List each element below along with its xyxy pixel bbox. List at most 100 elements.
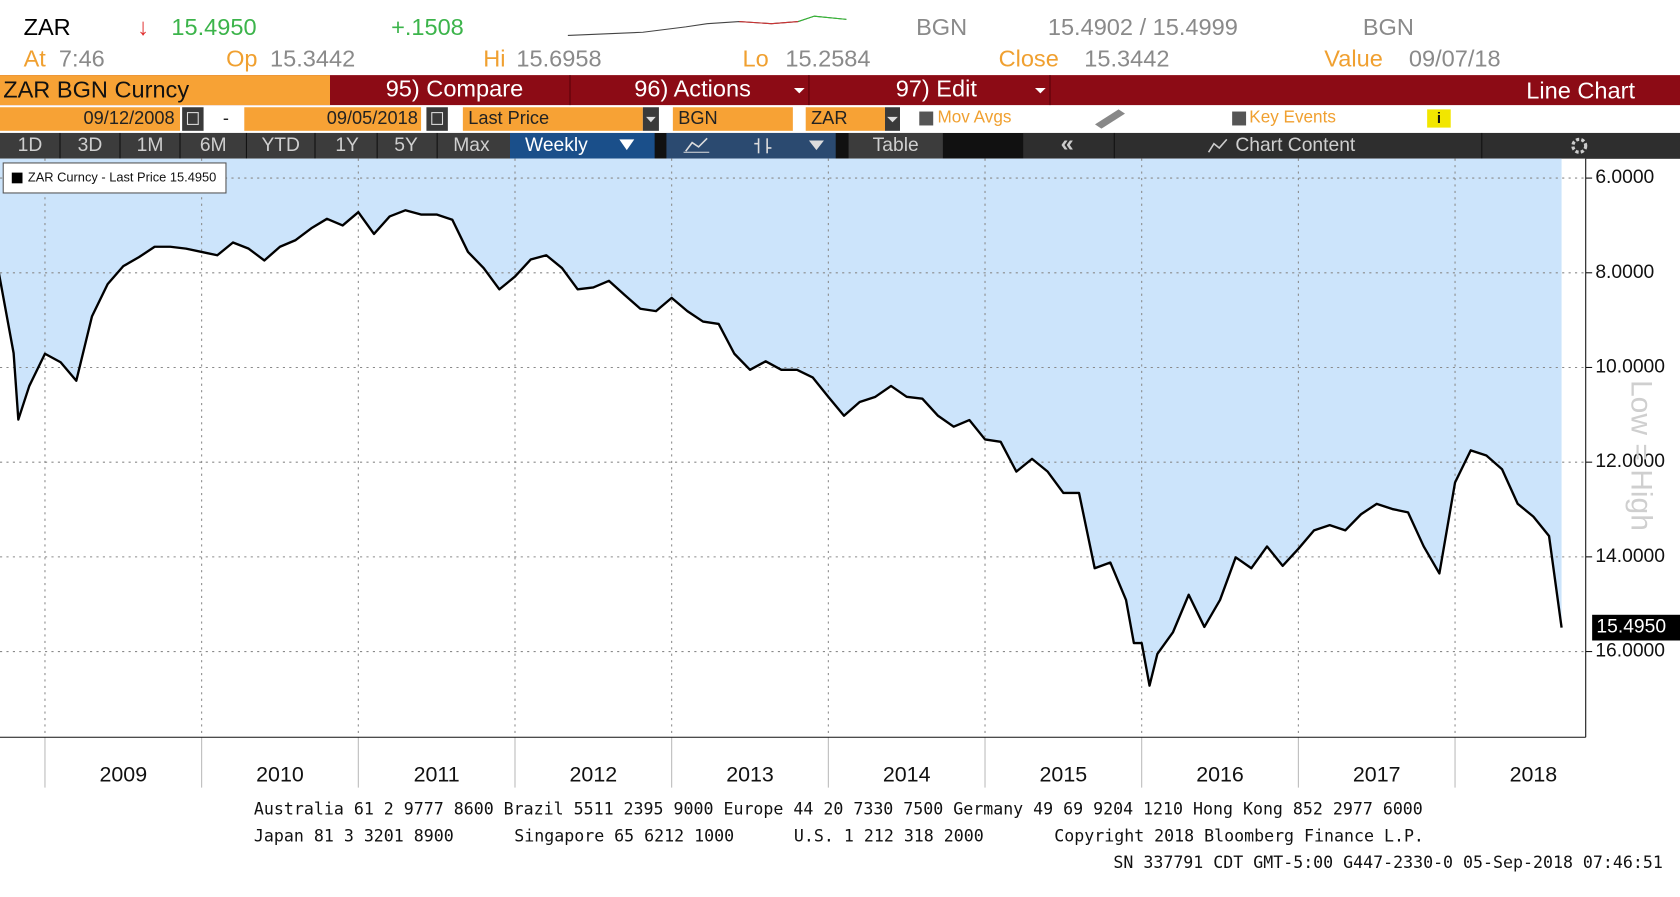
x-tick-label: 2015 — [1040, 762, 1088, 786]
period-button[interactable]: 1M — [137, 135, 164, 156]
dropdown-arrow — [619, 139, 635, 151]
ticker: ZAR — [24, 14, 71, 40]
chart-content[interactable]: Chart Content — [1235, 135, 1356, 156]
table-button[interactable] — [848, 132, 943, 159]
x-tick-label: 2017 — [1353, 762, 1401, 786]
checkbox[interactable] — [919, 111, 934, 126]
footer-text: U.S. 1 212 318 2000 — [794, 826, 984, 845]
footer-text: Copyright 2018 Bloomberg Finance L.P. — [1054, 826, 1424, 845]
security[interactable]: ZAR BGN Curncy — [3, 76, 189, 102]
key-events[interactable]: Key Events — [1249, 106, 1336, 126]
plot: 6.0000 8.0000 10.0000 12.0000 14.0000 16.0000… — [0, 158, 1680, 788]
stat-label: Hi — [483, 45, 505, 71]
chart-content-icon — [1207, 138, 1228, 153]
period-button[interactable]: 5Y — [394, 135, 418, 156]
period-button[interactable]: 1D — [18, 135, 43, 156]
source: BGN — [1363, 14, 1414, 40]
y-tick-label: 14.0000 — [1595, 546, 1665, 567]
legend-swatch — [11, 172, 23, 184]
menu-item[interactable]: 96) Actions — [634, 75, 751, 101]
dropdown-arrow — [808, 140, 824, 151]
annotation: Low = High — [1624, 380, 1657, 531]
legend-label: ZAR Curncy - Last Price 15.4950 — [28, 169, 216, 184]
x-tick-label: 2016 — [1196, 762, 1244, 786]
menu-item[interactable]: 97) Edit — [896, 75, 978, 101]
period-button[interactable]: YTD — [261, 135, 300, 156]
start-date[interactable]: 09/12/2008 — [84, 108, 175, 128]
period-separators — [59, 132, 438, 159]
stat-value: 15.2584 — [785, 45, 870, 71]
x-tick-label: 2011 — [414, 762, 460, 786]
stat-value: 15.3442 — [270, 45, 355, 71]
source[interactable]: BGN — [678, 108, 717, 128]
y-tick-label: 16.0000 — [1595, 641, 1665, 662]
bar-icon — [754, 138, 772, 154]
stat-label: At — [24, 45, 47, 71]
y-tick-label: 12.0000 — [1595, 451, 1665, 472]
table-button-label[interactable]: Table — [873, 135, 919, 156]
last-price-box — [1592, 614, 1680, 641]
legend-box — [2, 162, 227, 194]
period-buttons — [0, 132, 510, 159]
calendar-button[interactable] — [426, 107, 448, 131]
stat-value: 15.6958 — [516, 45, 601, 71]
last-price: 15.4950 — [171, 14, 256, 40]
source: BGN — [916, 14, 967, 40]
currency-input[interactable] — [805, 107, 885, 131]
settings-icon[interactable] — [1571, 137, 1588, 154]
mov-avgs[interactable]: Mov Avgs — [938, 106, 1012, 126]
pencil-icon[interactable] — [1095, 109, 1125, 129]
stat-value: 7:46 — [59, 45, 105, 71]
x-tick-label: 2018 — [1510, 762, 1558, 786]
menu-item[interactable]: 95) Compare — [386, 75, 524, 101]
collapse-button[interactable]: « — [1061, 130, 1074, 156]
period-button[interactable]: 6M — [200, 135, 227, 156]
frequency-select[interactable] — [510, 132, 655, 159]
stat-label: Lo — [743, 45, 769, 71]
y-tick-label: 10.0000 — [1595, 357, 1665, 378]
stat-value: 15.3442 — [1084, 45, 1169, 71]
footer-text: Singapore 65 6212 1000 — [514, 826, 734, 845]
period-button[interactable]: Max — [453, 135, 490, 156]
date-separator: - — [223, 108, 229, 128]
period-button[interactable]: 3D — [78, 135, 103, 156]
date-input[interactable] — [0, 107, 180, 131]
calendar-button[interactable] — [182, 107, 204, 131]
calendar-icon — [186, 112, 199, 125]
currency[interactable]: ZAR — [811, 108, 847, 128]
date-input[interactable] — [244, 107, 422, 131]
last-price-label: 15.4950 — [1596, 617, 1666, 638]
frequency[interactable]: Weekly — [525, 135, 588, 156]
x-tick-label: 2010 — [256, 762, 304, 786]
y-tick-label: 6.0000 — [1595, 167, 1654, 188]
end-date[interactable]: 09/05/2018 — [327, 108, 418, 128]
stat-label: Op — [226, 45, 257, 71]
sparkline-up — [798, 15, 847, 23]
footer-text: SN 337791 CDT GMT-5:00 G447-2330-0 05-Se… — [1113, 853, 1662, 872]
sparkline-down — [739, 21, 799, 25]
source-input[interactable] — [672, 107, 793, 131]
footer-text: Australia 61 2 9777 8600 Brazil 5511 239… — [254, 800, 1423, 819]
direction: ↓ — [137, 14, 149, 40]
chart-type-buttons[interactable] — [666, 132, 836, 159]
x-tick-label: 2012 — [570, 762, 618, 786]
chart-content-bar — [1023, 132, 1680, 159]
view-label: Line Chart — [1526, 77, 1635, 103]
period-button[interactable]: 1Y — [335, 135, 359, 156]
stat-value: 09/07/18 — [1409, 45, 1501, 71]
stat-label: Value — [1324, 45, 1383, 71]
calendar-icon — [431, 112, 444, 125]
price-line — [0, 209, 1563, 687]
security-box[interactable] — [0, 75, 330, 106]
change: +.1508 — [391, 14, 464, 40]
field[interactable]: Last Price — [468, 108, 549, 128]
info-button[interactable] — [1427, 109, 1451, 128]
stat-label: Close — [999, 45, 1059, 71]
field-select[interactable] — [462, 107, 643, 131]
line-icon — [685, 137, 708, 152]
info-icon: i — [1437, 110, 1441, 127]
checkbox[interactable] — [1232, 111, 1247, 126]
x-tick-label: 2014 — [883, 762, 931, 786]
